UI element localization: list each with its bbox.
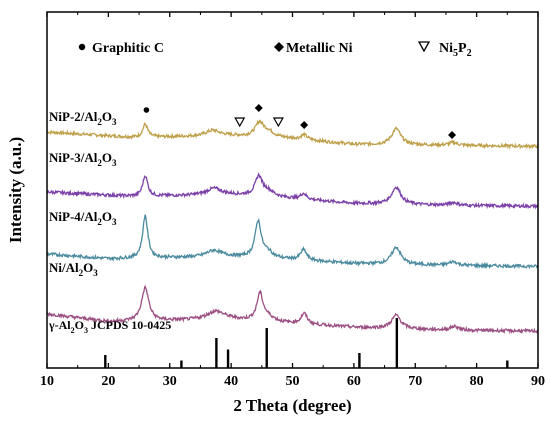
axes-frame bbox=[46, 11, 539, 369]
plot-frame bbox=[46, 11, 539, 369]
series-label: Ni/Al2O3 bbox=[49, 260, 98, 278]
plot-area bbox=[46, 104, 539, 368]
y-axis-title: Intensity (a.u.) bbox=[6, 137, 25, 243]
legend-diamond-icon bbox=[274, 42, 284, 52]
x-tick-label: 60 bbox=[347, 374, 361, 389]
chart-labels: NiP-2/Al2O3 NiP-3/Al2O3 NiP-4/Al2O3 Ni/Al2O… bbox=[6, 41, 545, 415]
x-tick-label: 10 bbox=[40, 374, 54, 389]
peak-marker-diamond bbox=[300, 121, 309, 129]
series-line bbox=[46, 172, 539, 210]
peak-marker-diamond bbox=[254, 104, 263, 112]
series-line bbox=[46, 119, 539, 150]
legend-entry-ni5p2: Ni5P2 bbox=[439, 41, 472, 59]
x-tick-label: 20 bbox=[101, 374, 115, 389]
reference-label: γ-Al2O3 JCPDS 10-0425 bbox=[48, 318, 171, 335]
x-tick-label: 90 bbox=[531, 374, 545, 389]
x-tick-label: 30 bbox=[163, 374, 177, 389]
legend-circle-icon bbox=[78, 43, 86, 51]
peak-marker-triangle bbox=[234, 117, 246, 128]
series-label: NiP-4/Al2O3 bbox=[49, 209, 117, 227]
series-line bbox=[46, 214, 539, 270]
x-tick-label: 50 bbox=[286, 374, 300, 389]
legend-entry-metallic-ni: Metallic Ni bbox=[286, 41, 353, 56]
x-tick-label: 70 bbox=[408, 374, 422, 389]
series-label: NiP-3/Al2O3 bbox=[49, 150, 117, 168]
peak-marker-triangle bbox=[272, 117, 284, 128]
peak-marker-circle bbox=[143, 107, 150, 113]
x-tick-label: 80 bbox=[470, 374, 484, 389]
peak-marker-diamond bbox=[448, 131, 457, 139]
series-line bbox=[46, 284, 539, 335]
legend-entry-graphitic-c: Graphitic C bbox=[92, 41, 164, 56]
x-axis-title: 2 Theta (degree) bbox=[233, 396, 351, 415]
x-tick-label: 40 bbox=[224, 374, 238, 389]
legend-triangle-icon bbox=[417, 41, 431, 53]
series-label: NiP-2/Al2O3 bbox=[49, 109, 117, 127]
